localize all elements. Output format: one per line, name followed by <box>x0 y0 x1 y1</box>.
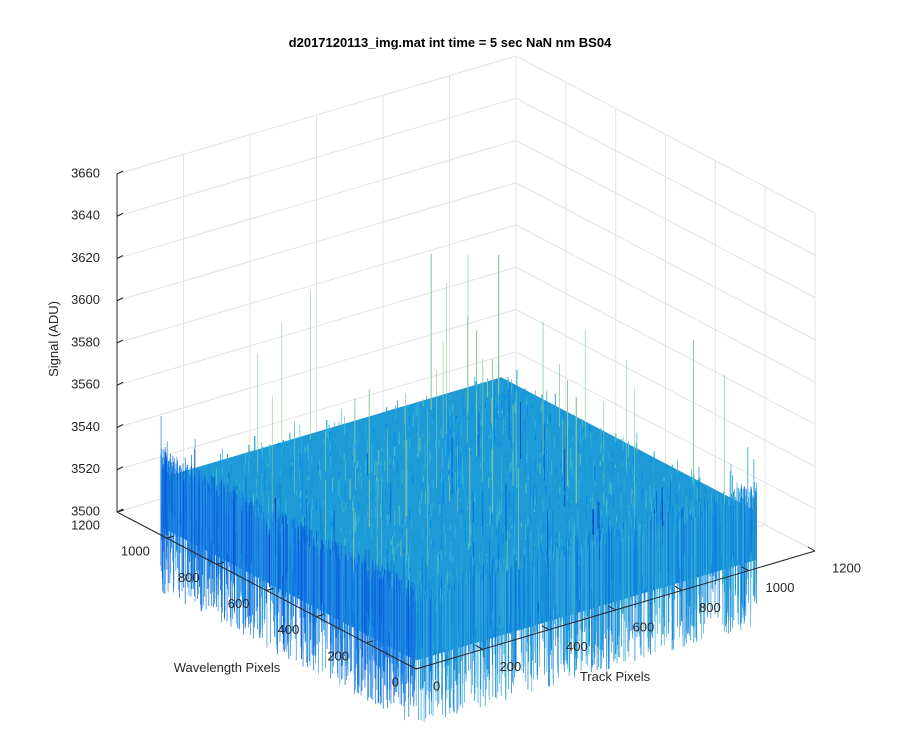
y-axis-label: Wavelength Pixels <box>174 660 281 675</box>
y-tick <box>415 666 424 670</box>
x-tick-label: 400 <box>566 639 588 654</box>
y-tick <box>316 614 324 618</box>
x-tick-label: 600 <box>633 619 655 634</box>
z-tick-label: 3500 <box>71 503 100 518</box>
wall-gridline-z <box>515 309 816 467</box>
x-tick <box>741 566 749 572</box>
y-tick-label: 1200 <box>71 517 100 532</box>
z-tick <box>116 255 124 259</box>
wall-gridline-z <box>116 266 517 386</box>
y-tick-label: 0 <box>392 674 399 689</box>
z-tick <box>116 381 124 386</box>
wall-gridline-z <box>515 55 816 214</box>
wall-gridline-z <box>515 97 816 256</box>
x-tick <box>408 664 417 670</box>
y-tick-label: 1000 <box>121 544 150 559</box>
wall-gridline-z <box>515 182 816 341</box>
z-axis-label: Signal (ADU) <box>46 301 61 377</box>
wall-gridline-z <box>116 97 517 217</box>
y-tick-label: 200 <box>327 648 349 663</box>
y-tick <box>366 640 374 644</box>
wall-gridline-z <box>116 55 517 175</box>
wall-gridline-z <box>116 309 517 428</box>
y-tick-label: 400 <box>278 622 300 637</box>
labels-layer: Signal (ADU) Wavelength Pixels Track Pix… <box>46 301 651 684</box>
wall-gridline-z <box>116 351 517 471</box>
y-tick <box>216 561 224 565</box>
wall-gridline-z <box>116 224 517 344</box>
x-tick-label: 1200 <box>832 560 861 575</box>
z-tick-label: 3580 <box>71 334 100 349</box>
wall-gridline-z <box>515 224 816 383</box>
wall-gridline-z <box>515 266 816 425</box>
z-tick <box>116 339 124 344</box>
chart-title: d2017120113_img.mat int time = 5 sec NaN… <box>288 35 612 50</box>
z-tick-label: 3600 <box>71 292 100 307</box>
z-tick-label: 3660 <box>71 165 100 180</box>
z-tick-label: 3640 <box>71 208 100 223</box>
x-tick-label: 1000 <box>766 580 795 595</box>
y-tick <box>116 509 125 513</box>
x-tick-label: 200 <box>500 659 522 674</box>
y-tick-label: 800 <box>178 570 200 585</box>
z-tick <box>116 212 124 217</box>
wall-gridline-z <box>116 182 517 302</box>
y-tick <box>166 535 174 539</box>
x-tick <box>475 644 483 650</box>
z-tick-label: 3520 <box>71 461 100 476</box>
z-tick <box>116 297 124 302</box>
z-tick-label: 3540 <box>71 419 100 434</box>
surface-layer <box>160 253 757 723</box>
x-tick <box>541 625 550 631</box>
y-tick <box>266 588 274 591</box>
x-tick-label: 0 <box>433 678 440 693</box>
z-tick <box>116 424 124 428</box>
wall-gridline-z <box>116 140 517 259</box>
x-tick <box>674 585 683 591</box>
z-tick <box>116 466 124 471</box>
wall-gridline-z <box>515 351 816 510</box>
z-tick <box>116 170 124 175</box>
y-tick-label: 600 <box>228 596 250 611</box>
surface-noise <box>160 253 757 723</box>
axes-layer: 3500 3520 3540 3560 3580 3600 3620 3640 3660 0 200… <box>71 165 861 693</box>
z-tick-label: 3620 <box>71 250 100 265</box>
x-axis-label: Track Pixels <box>580 669 651 684</box>
x-tick-label: 800 <box>699 600 721 615</box>
x-tick <box>608 605 616 611</box>
wall-gridline-z <box>515 140 816 298</box>
x-tick <box>807 546 816 552</box>
z-tick-label: 3560 <box>71 377 100 392</box>
